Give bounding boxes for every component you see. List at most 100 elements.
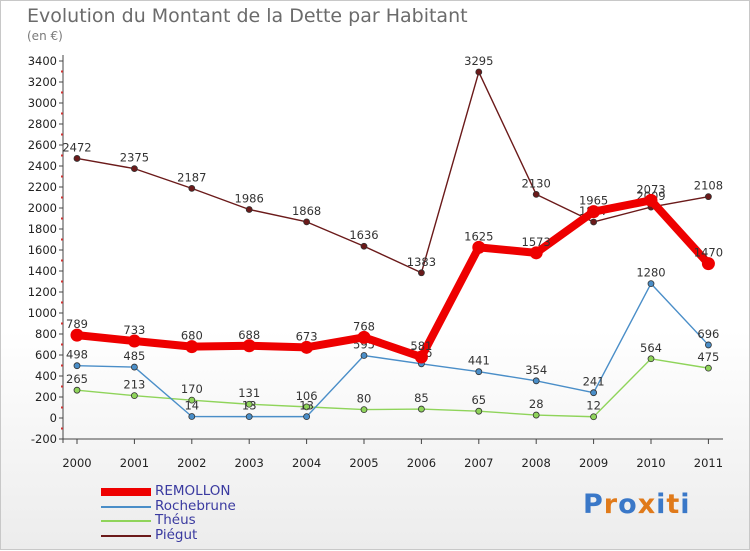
data-point (130, 363, 138, 371)
logo-letter: i (680, 489, 691, 520)
data-label: 241 (583, 375, 605, 389)
data-point (303, 218, 311, 226)
y-minor-tick (61, 322, 63, 325)
x-tick-label: 2003 (235, 456, 264, 470)
series-line (76, 358, 710, 418)
data-label: 2073 (636, 182, 665, 196)
x-tick-label: 2006 (407, 456, 436, 470)
data-point (705, 193, 712, 201)
y-tick-label: 3200 (28, 75, 57, 89)
x-tick-label: 2004 (292, 456, 321, 470)
data-label: 170 (181, 382, 203, 396)
y-tick-label: 1800 (28, 222, 57, 236)
data-point (73, 386, 81, 394)
series-rochebrune: 4984851413135955164413542411280696 (66, 266, 719, 421)
y-tick-label: 0 (50, 411, 57, 425)
data-label: 13 (299, 399, 314, 413)
y-minor-tick (61, 427, 63, 430)
data-label: 2187 (177, 170, 206, 184)
series-line (76, 282, 710, 418)
y-tick-label: 2600 (28, 138, 57, 152)
data-point (303, 413, 311, 421)
data-label: 1280 (636, 266, 665, 280)
data-point (130, 165, 138, 173)
y-tick-label: 1000 (28, 306, 57, 320)
data-point (245, 206, 253, 213)
data-label: 265 (66, 372, 88, 386)
y-tick-label: 3400 (28, 54, 57, 68)
legend-label: Théus (155, 512, 196, 528)
legend-swatch (101, 520, 151, 522)
data-label: 1470 (694, 246, 723, 260)
data-label: 2375 (120, 151, 149, 165)
data-point (127, 334, 141, 348)
y-minor-tick (61, 133, 63, 136)
y-tick-label: 2000 (28, 201, 57, 215)
data-point (532, 411, 540, 419)
data-point (360, 242, 368, 250)
data-point (529, 246, 543, 260)
y-tick-label: 200 (35, 390, 57, 404)
logo-letter: r (603, 489, 619, 520)
data-label: 1868 (292, 204, 321, 218)
data-label: 354 (525, 363, 547, 377)
legend-swatch (101, 505, 151, 508)
y-minor-tick (61, 301, 63, 304)
y-minor-tick (61, 343, 63, 346)
y-minor-tick (61, 112, 63, 115)
x-tick-label: 2002 (177, 456, 206, 470)
data-label: 2472 (62, 140, 91, 154)
data-point (245, 400, 253, 408)
legend-label: Piégut (155, 526, 198, 543)
data-label: 1636 (349, 228, 378, 242)
data-point (73, 155, 81, 162)
data-point (360, 406, 368, 414)
y-minor-tick (61, 196, 63, 199)
logo-letter: t (666, 489, 681, 520)
y-tick-label: 2200 (28, 180, 57, 194)
data-point (475, 68, 483, 76)
data-label: 65 (471, 393, 486, 407)
data-point (532, 377, 540, 385)
data-point (705, 341, 712, 349)
y-tick-label: 400 (35, 369, 57, 383)
data-point (532, 190, 540, 198)
data-point (587, 205, 601, 219)
data-label: 441 (468, 354, 490, 368)
data-point (647, 355, 655, 363)
y-minor-tick (61, 280, 63, 283)
data-label: 2108 (694, 179, 723, 193)
data-label: 80 (357, 392, 372, 406)
y-minor-tick (61, 364, 63, 367)
data-label: 564 (640, 341, 662, 355)
data-point (472, 240, 486, 254)
data-label: 28 (529, 397, 544, 411)
y-minor-tick (61, 217, 63, 220)
chart-subtitle: (en €) (27, 29, 63, 43)
y-tick-label: 600 (35, 348, 57, 362)
data-label: 789 (66, 317, 88, 331)
series-piégut: 2472237521871986186816361383329521301867… (62, 54, 723, 277)
data-label: 1383 (407, 255, 436, 269)
data-point (70, 328, 84, 342)
data-label: 733 (123, 323, 145, 337)
data-label: 1965 (579, 194, 608, 208)
data-point (590, 413, 597, 421)
data-label: 485 (123, 349, 145, 363)
data-label: 213 (123, 378, 145, 392)
data-label: 498 (66, 348, 88, 362)
data-point (475, 407, 483, 415)
data-point (590, 389, 597, 397)
data-point (590, 218, 597, 226)
data-point (185, 340, 199, 354)
data-point (188, 396, 196, 404)
x-tick-label: 2010 (636, 456, 665, 470)
y-tick-label: 800 (35, 327, 57, 341)
data-label: 1573 (522, 235, 551, 249)
series-théus: 265 213 170 131 106 80 85 65 28 12 564 475 (66, 341, 719, 421)
x-tick-label: 2005 (349, 456, 378, 470)
y-tick-label: 3000 (28, 96, 57, 110)
data-label: 696 (697, 327, 719, 341)
